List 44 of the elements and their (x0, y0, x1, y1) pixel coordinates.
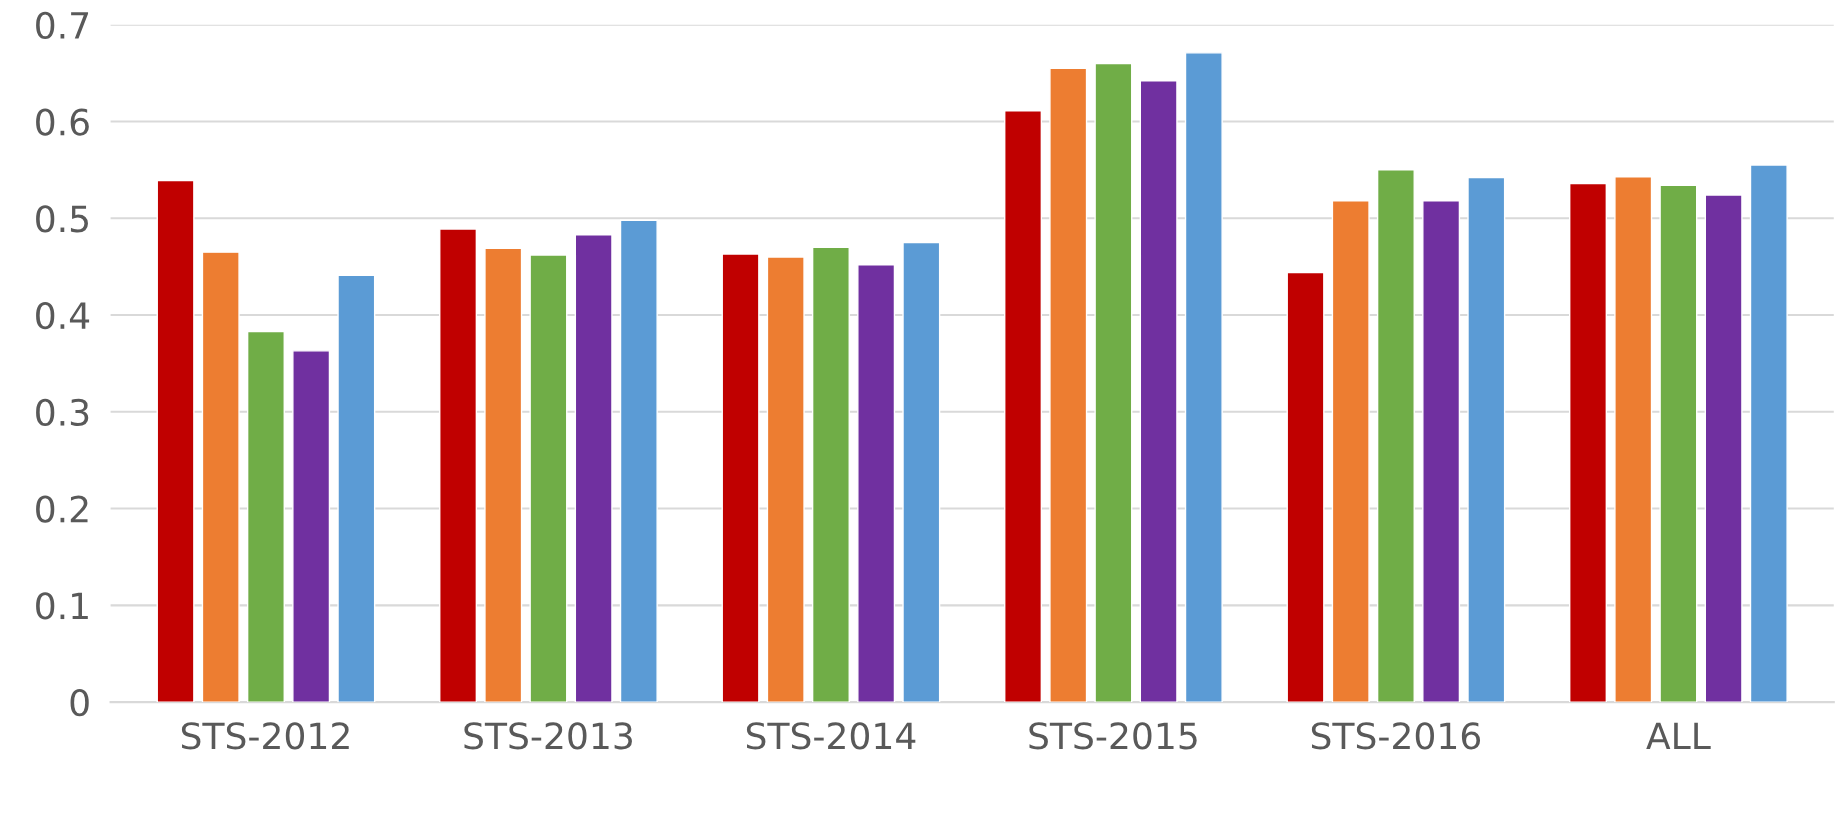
bar (574, 234, 613, 703)
bar (766, 256, 805, 703)
y-tick-label: 0 (70, 689, 89, 717)
bar (1422, 200, 1461, 703)
bar (1049, 67, 1088, 703)
bar (619, 219, 658, 703)
bar (1184, 52, 1223, 703)
x-tick-label: STS-2013 (464, 722, 632, 750)
bar (1286, 271, 1325, 703)
bar (1569, 182, 1608, 703)
x-tick-label: STS-2016 (1311, 722, 1481, 750)
x-tick-label: STS-2012 (181, 722, 349, 750)
bar (1094, 62, 1133, 703)
bar (1376, 169, 1415, 703)
bar (721, 253, 760, 703)
y-tick-label: 0.3 (36, 398, 89, 427)
bar (201, 251, 240, 703)
bar (529, 254, 568, 703)
bar (1704, 194, 1743, 703)
y-tick-label: 0.1 (36, 592, 88, 620)
x-tick-label: ALL (1646, 722, 1711, 749)
bar (292, 350, 331, 703)
bar (1139, 80, 1178, 703)
bar (1614, 175, 1653, 703)
y-tick-label: 0.4 (36, 301, 90, 330)
bar (156, 179, 195, 703)
y-tick-label: 0.5 (36, 205, 88, 233)
x-tick-label: STS-2015 (1029, 722, 1197, 750)
y-tick-label: 0.2 (36, 495, 88, 523)
bar (484, 247, 523, 703)
y-tick-label: 0.6 (36, 108, 89, 136)
bar (246, 330, 285, 703)
bar (439, 228, 478, 703)
x-tick-label: STS-2014 (746, 722, 916, 750)
bar (857, 264, 896, 703)
bar (1467, 176, 1506, 703)
bar (1659, 184, 1698, 703)
bar (337, 274, 376, 703)
bar (1004, 110, 1043, 703)
y-tick-label: 0.7 (36, 11, 89, 40)
bar (1331, 200, 1370, 703)
bar (811, 246, 850, 703)
bar (902, 241, 941, 703)
bar (1749, 164, 1788, 703)
